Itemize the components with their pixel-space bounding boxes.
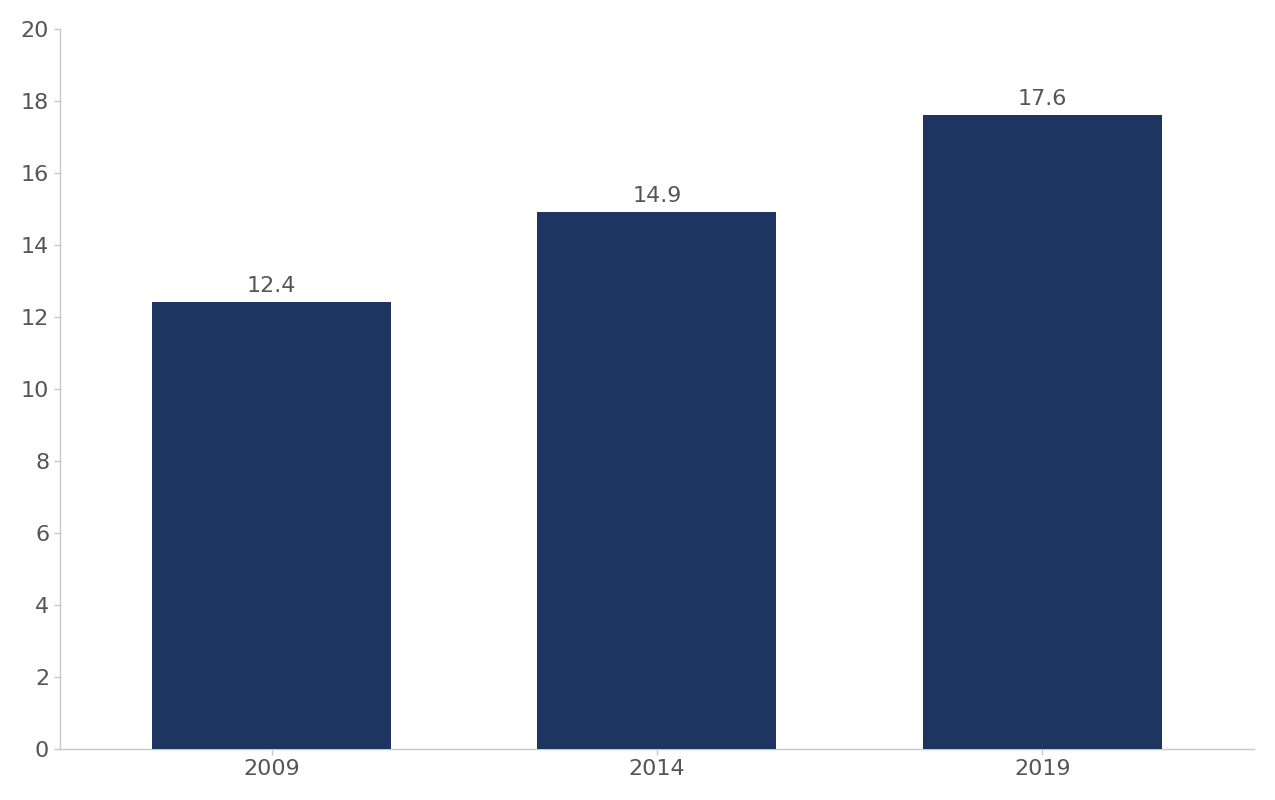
Text: 17.6: 17.6 — [1017, 89, 1067, 109]
Bar — [538, 213, 776, 749]
Text: 14.9: 14.9 — [632, 186, 682, 206]
Bar — [152, 302, 391, 749]
Bar — [923, 115, 1162, 749]
Text: 12.4: 12.4 — [247, 276, 296, 296]
